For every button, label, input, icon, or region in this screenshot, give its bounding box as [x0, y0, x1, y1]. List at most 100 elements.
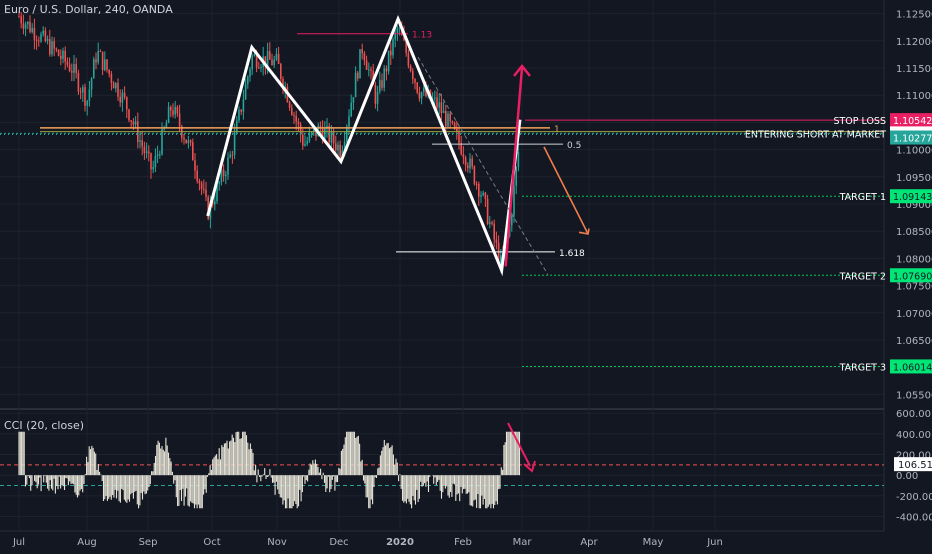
- candle-body: [55, 48, 58, 50]
- cci-tick-label: 200.00: [896, 450, 931, 461]
- price-badge-label: 1.10542: [893, 116, 932, 127]
- projection-dashed-line: [417, 56, 549, 275]
- candle-body: [368, 69, 370, 71]
- candle-body: [40, 34, 42, 42]
- fib-level-label: 1.618: [559, 249, 585, 259]
- candle-body: [51, 41, 53, 55]
- candle-body: [352, 97, 355, 103]
- candle-body: [84, 87, 86, 106]
- candle-body: [66, 61, 69, 65]
- bearish-arrow-head: [578, 228, 590, 235]
- zigzag-pattern: [206, 15, 590, 277]
- candle-body: [42, 30, 44, 35]
- candle-body: [95, 59, 97, 63]
- candle-body: [64, 50, 66, 62]
- cci-tick-label: -200.00: [896, 492, 932, 503]
- price-tick-label: 1.09500: [896, 173, 932, 184]
- price-tick-label: 1.10000: [896, 146, 932, 157]
- candle-body: [291, 107, 293, 115]
- cci-histogram: [0, 422, 884, 509]
- candle-body: [383, 68, 385, 88]
- candle-body: [31, 27, 33, 32]
- candle-body: [128, 109, 130, 121]
- time-tick-label: Dec: [329, 537, 348, 548]
- candle-body: [242, 99, 245, 112]
- candle-body: [148, 151, 150, 154]
- price-line-label: TARGET 3: [839, 362, 886, 373]
- candle-body: [22, 23, 25, 29]
- candle-body: [418, 92, 421, 99]
- axes: 1.125001.120001.115001.110001.105001.100…: [12, 10, 932, 548]
- candle-body: [335, 143, 337, 151]
- candle-body: [513, 185, 515, 216]
- candle-body: [165, 122, 168, 128]
- candle-body: [313, 129, 315, 133]
- candle-body: [161, 128, 163, 155]
- cci-tick-label: 400.00: [896, 430, 931, 441]
- candle-body: [398, 27, 401, 29]
- candle-body: [203, 188, 205, 190]
- candle-body: [134, 121, 137, 125]
- time-tick-label: Oct: [203, 537, 220, 548]
- candle-body: [328, 125, 330, 143]
- candle-body: [458, 131, 460, 144]
- bullish-arrow-head: [513, 63, 531, 77]
- candle-body: [220, 169, 223, 183]
- candle-body: [425, 87, 427, 96]
- price-line-label: TARGET 1: [839, 192, 886, 203]
- price-badge-label: 1.09143: [893, 192, 932, 203]
- candle-body: [150, 153, 152, 170]
- candle-body: [304, 143, 306, 146]
- price-badge: [890, 113, 932, 128]
- candle-body: [82, 87, 84, 93]
- candle-body: [456, 128, 458, 132]
- candle-body: [38, 40, 40, 42]
- candle-body: [24, 24, 27, 29]
- candle-body: [108, 69, 110, 74]
- candle-body: [189, 140, 192, 143]
- candle-body: [178, 113, 181, 127]
- price-line-label: TARGET 2: [839, 271, 886, 282]
- candle-body: [196, 170, 198, 181]
- candle-body: [20, 16, 22, 24]
- candle-body: [478, 183, 480, 197]
- zigzag-line: [206, 15, 522, 277]
- candle-body: [464, 157, 467, 166]
- candle-body: [258, 67, 260, 69]
- grid: [0, 0, 885, 532]
- candle-body: [183, 137, 185, 140]
- cci-value-label: 106.51: [898, 460, 932, 471]
- candle-body: [324, 128, 326, 140]
- price-tick-label: 1.11500: [896, 64, 932, 75]
- candle-body: [172, 110, 174, 115]
- candle-body: [198, 180, 201, 184]
- candle-body: [117, 83, 119, 97]
- candle-body: [77, 72, 80, 92]
- time-tick-label: Jul: [12, 537, 25, 548]
- cci-tick-label: -400.00: [896, 513, 932, 524]
- candle-body: [495, 239, 498, 243]
- candle-body: [185, 139, 187, 144]
- candle-body: [110, 73, 113, 83]
- candle-body: [264, 56, 267, 67]
- candle-body: [462, 154, 465, 158]
- candle-body: [273, 59, 275, 66]
- candle-body: [484, 192, 487, 199]
- candle-body: [482, 192, 484, 196]
- candle-body: [354, 72, 357, 98]
- indicator-title: CCI (20, close): [4, 419, 85, 432]
- candle-body: [493, 223, 495, 240]
- candle-body: [392, 39, 394, 56]
- candle-body: [511, 215, 513, 226]
- candle-body: [27, 21, 29, 25]
- price-tick-label: 1.08500: [896, 227, 932, 238]
- bullish-arrow-line: [504, 67, 524, 267]
- cci-tick-label: 0.00: [896, 471, 918, 482]
- candle-body: [79, 91, 82, 93]
- candle-body: [253, 54, 256, 56]
- candle-body: [269, 51, 271, 60]
- candle-body: [337, 144, 339, 151]
- time-tick-label: Nov: [267, 537, 287, 548]
- candle-body: [475, 183, 478, 185]
